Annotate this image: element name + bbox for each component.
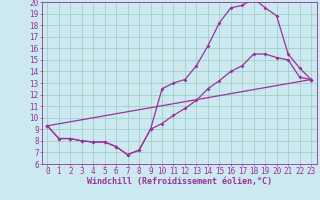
X-axis label: Windchill (Refroidissement éolien,°C): Windchill (Refroidissement éolien,°C) <box>87 177 272 186</box>
